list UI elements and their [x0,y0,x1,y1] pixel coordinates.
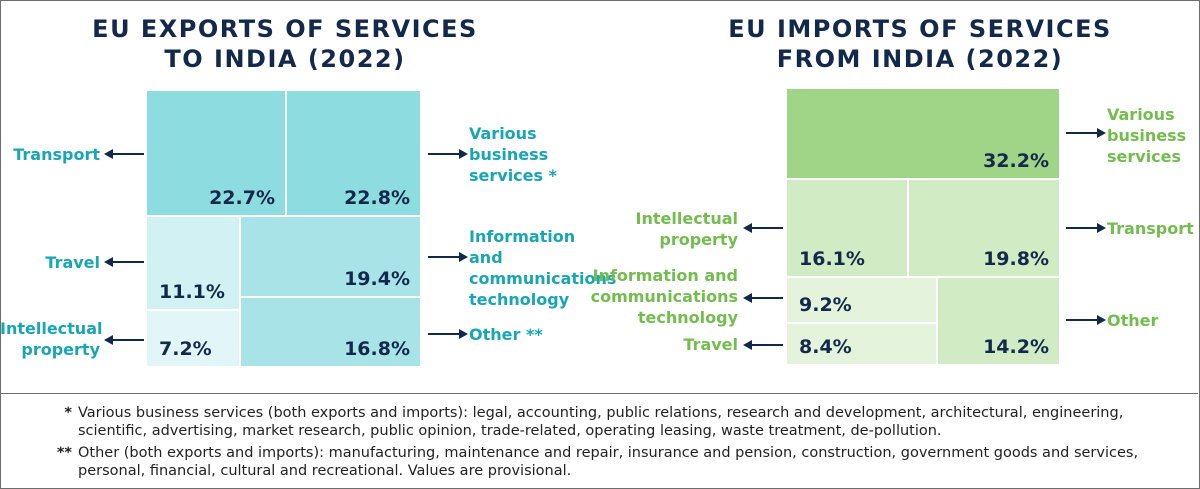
imports-label-ip-line-1: Intellectual [635,209,738,228]
imports-arrow-ict [743,293,783,303]
imports-label-other: Other [1107,310,1197,331]
exports-arrow-transport [104,149,144,159]
exports-tile-intellectual-property: 7.2% [147,311,239,366]
imports-label-ip-line-2: property [659,230,738,249]
exports-arrow-various-business-services [428,149,468,159]
footnote-mark-single: * [64,405,72,421]
exports-title-line-2: TO INDIA (2022) [164,45,406,73]
imports-arrow-various-business-services [1066,128,1106,138]
exports-value-travel: 11.1% [159,281,225,303]
imports-label-travel: Travel [640,334,738,355]
imports-arrow-transport [1066,223,1106,233]
exports-tile-travel: 11.1% [147,217,239,309]
exports-label-vbs-line-3: services * [469,166,557,185]
imports-label-ict-line-2: communications [590,287,738,306]
imports-chart-title: EU IMPORTS OF SERVICES FROM INDIA (2022) [700,14,1140,74]
exports-arrow-other [428,329,468,339]
imports-value-intellectual-property: 16.1% [799,248,865,270]
imports-label-other-line: Other [1107,311,1159,330]
exports-label-ip-line-2: property [21,340,100,359]
imports-value-ict: 9.2% [799,294,852,316]
footnote-text-single: Various business services (both exports … [78,405,1124,439]
imports-tile-ict: 9.2% [787,278,936,322]
imports-arrow-other [1066,315,1106,325]
exports-label-intellectual-property: Intellectual property [0,318,103,360]
imports-value-various-business-services: 32.2% [983,150,1049,172]
exports-title-line-1: EU EXPORTS OF SERVICES [92,15,478,43]
exports-label-transport: Transport [10,144,100,165]
exports-label-various-business-services: Various business services * [469,123,599,186]
exports-tile-other: 16.8% [241,298,420,366]
exports-tile-transport: 22.7% [147,91,285,215]
imports-label-ict: Information and communications technolog… [580,265,738,328]
imports-title-line-2: FROM INDIA (2022) [776,45,1064,73]
exports-value-ict: 19.4% [344,268,410,290]
exports-value-intellectual-property: 7.2% [159,338,212,360]
imports-title-line-1: EU IMPORTS OF SERVICES [728,15,1112,43]
exports-label-ict: Information and communications technolog… [469,226,617,310]
imports-value-other: 14.2% [983,336,1049,358]
exports-tile-various-business-services: 22.8% [287,91,420,215]
imports-arrow-travel [743,340,783,350]
exports-label-vbs-line-1: Various [469,124,537,143]
footnote-various-business-services: * Various business services (both export… [40,404,1160,440]
exports-label-ip-line-1: Intellectual [0,319,103,338]
imports-label-ict-line-3: technology [637,308,738,327]
imports-label-vbs-line-3: services [1107,147,1182,166]
imports-value-transport: 19.8% [983,248,1049,270]
exports-value-transport: 22.7% [209,187,275,209]
imports-tile-other: 14.2% [938,278,1059,364]
imports-label-transport-line: Transport [1107,219,1194,238]
footnotes: * Various business services (both export… [40,404,1160,480]
imports-tile-various-business-services: 32.2% [787,89,1059,178]
exports-tile-ict: 19.4% [241,217,420,296]
imports-value-travel: 8.4% [799,336,852,358]
imports-label-intellectual-property: Intellectual property [600,208,738,250]
exports-label-other-line: Other ** [469,325,543,344]
imports-label-various-business-services: Various business services [1107,104,1197,167]
exports-label-travel-line: Travel [45,253,100,272]
imports-label-transport: Transport [1107,218,1197,239]
footnote-other: ** Other (both exports and imports): man… [40,444,1160,480]
exports-label-ict-line-1: Information and [469,227,576,267]
footnote-divider [0,393,1198,394]
imports-label-vbs-line-1: Various [1107,105,1175,124]
imports-label-vbs-line-2: business [1107,126,1187,145]
exports-arrow-ict [428,252,468,262]
exports-arrow-intellectual-property [104,335,144,345]
exports-arrow-travel [104,257,144,267]
exports-value-various-business-services: 22.8% [344,187,410,209]
exports-label-vbs-line-2: business [469,145,549,164]
imports-label-travel-line: Travel [683,335,738,354]
exports-label-other: Other ** [469,324,579,345]
imports-arrow-intellectual-property [743,223,783,233]
imports-label-ict-line-1: Information and [592,266,738,285]
exports-value-other: 16.8% [344,338,410,360]
exports-label-transport-line: Transport [13,145,100,164]
imports-tile-intellectual-property: 16.1% [787,180,907,276]
footnote-mark-double: ** [56,445,72,461]
exports-chart-title: EU EXPORTS OF SERVICES TO INDIA (2022) [70,14,500,74]
imports-tile-travel: 8.4% [787,324,936,364]
footnote-text-double: Other (both exports and imports): manufa… [78,445,1139,479]
exports-label-ict-line-2: communications [469,269,617,288]
exports-label-ict-line-3: technology [469,290,570,309]
imports-tile-transport: 19.8% [909,180,1059,276]
exports-label-travel: Travel [10,252,100,273]
